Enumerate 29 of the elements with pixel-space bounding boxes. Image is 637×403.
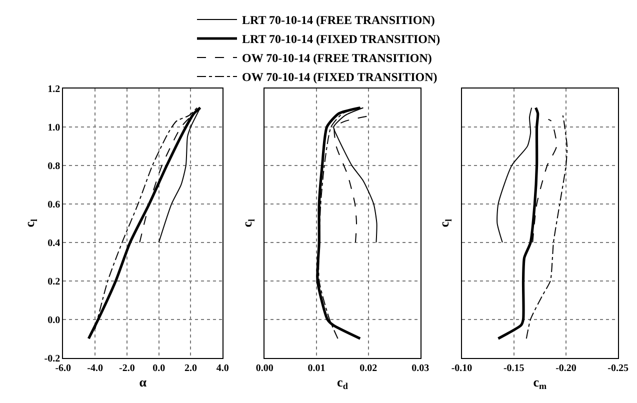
x-tick-label: 0.00	[256, 362, 274, 374]
x-tick-label: 2.0	[184, 362, 197, 374]
y-tick-label: 0.0	[48, 314, 60, 326]
y-tick-label: 0.2	[48, 276, 60, 288]
y-tick-label: -0.2	[44, 353, 60, 364]
x-tick-label: -4.0	[87, 362, 103, 374]
x-axis-title: c$_{m}$	[533, 374, 548, 392]
x-tick-label: 0.03	[412, 362, 430, 374]
y-tick-label: 0.8	[48, 160, 60, 172]
x-tick-label: 0.0	[152, 362, 166, 374]
x-tick-label: -0.25	[608, 362, 629, 374]
x-tick-label: 0.01	[308, 362, 326, 374]
x-axis-title: α	[139, 374, 148, 390]
legend-label: LRT 70-10-14 (FREE TRANSITION)	[242, 13, 435, 28]
x-tick-label: 4.0	[216, 362, 229, 374]
legend-label: OW 70-10-14 (FREE TRANSITION)	[242, 51, 432, 66]
x-tick-label: -2.0	[119, 362, 135, 374]
x-tick-label: -6.0	[55, 362, 72, 374]
legend-label: OW 70-10-14 (FIXED TRANSITION)	[242, 70, 438, 84]
y-tick-label: 1.2	[48, 84, 60, 95]
x-tick-label: -0.15	[503, 362, 524, 374]
legend-label: LRT 70-10-14 (FIXED TRANSITION)	[242, 32, 440, 46]
x-tick-label: -0.10	[451, 362, 472, 374]
x-axis-title: c$_{d}$	[337, 374, 348, 392]
x-tick-label: 0.02	[360, 362, 378, 374]
y-tick-label: 0.6	[48, 199, 60, 210]
y-tick-label: 1.0	[48, 122, 60, 134]
y-tick-label: 0.4	[48, 238, 60, 249]
x-tick-label: -0.20	[556, 362, 576, 374]
